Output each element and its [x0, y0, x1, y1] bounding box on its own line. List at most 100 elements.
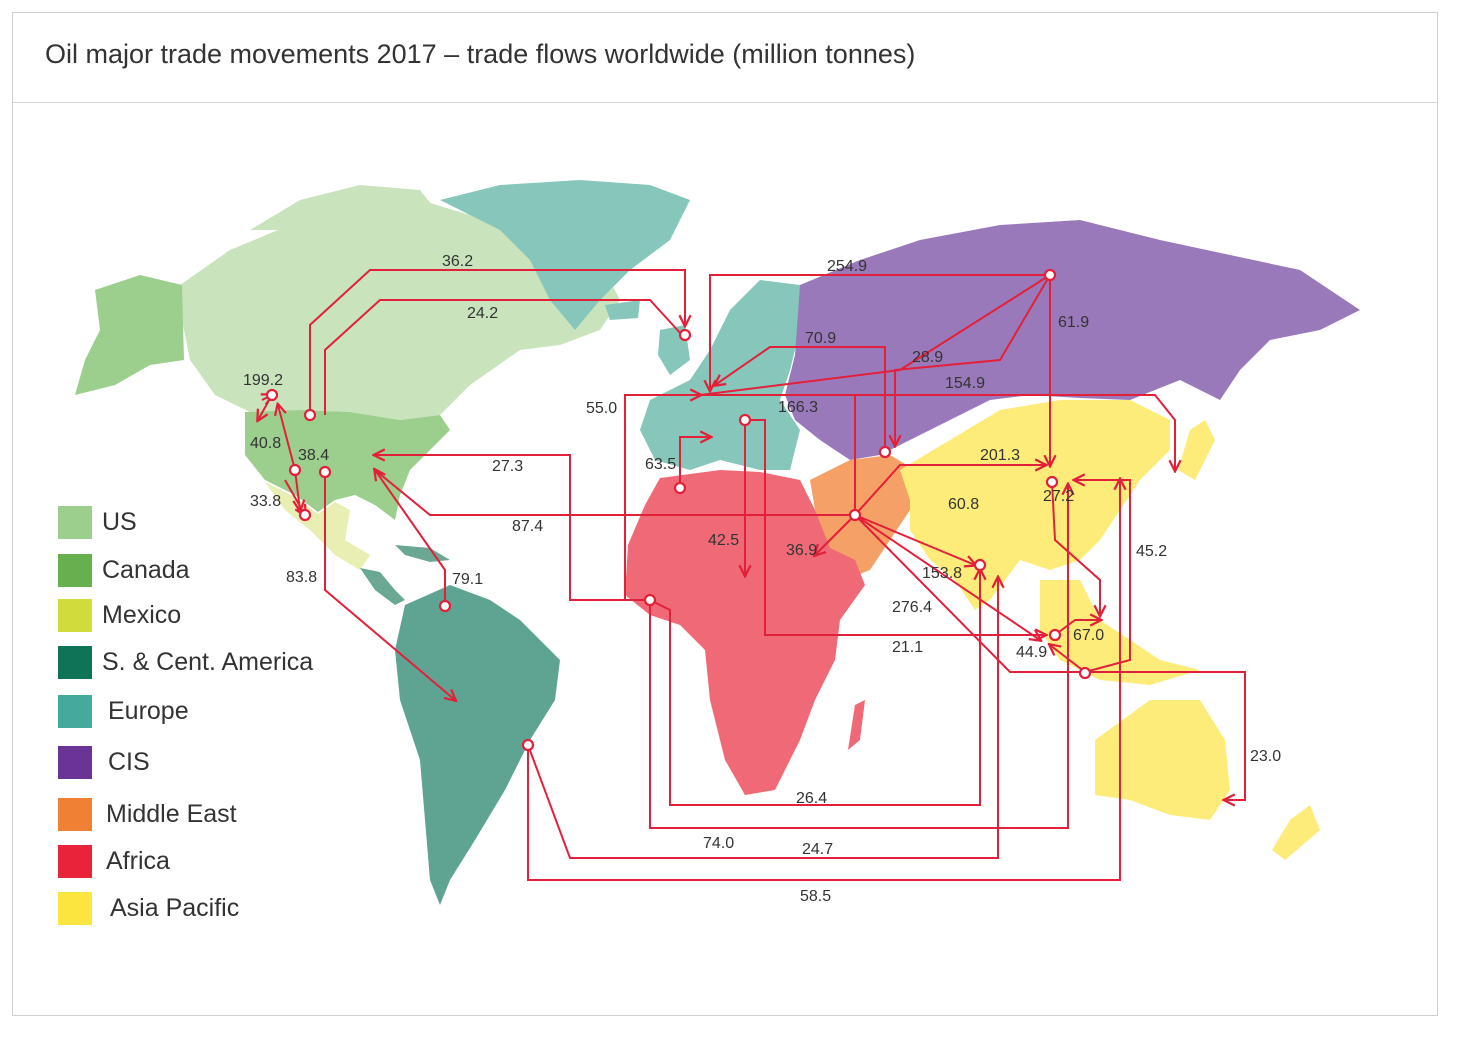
flow-node	[1078, 666, 1092, 680]
flow-label: 79.1	[452, 571, 483, 588]
flow-route	[854, 514, 1040, 640]
flow-route	[815, 514, 856, 555]
flow-label: 40.8	[250, 435, 281, 452]
region-arctic-islands	[250, 185, 440, 230]
flow-node	[643, 593, 657, 607]
flow-route	[854, 465, 1045, 516]
flow-route	[1085, 671, 1246, 800]
legend-swatch	[58, 797, 92, 831]
flow-route	[854, 394, 1175, 515]
region-iceland	[605, 300, 640, 320]
flow-node	[738, 413, 752, 427]
title-bar: Oil major trade movements 2017 – trade f…	[13, 13, 1437, 103]
legend-item-mexico: Mexico	[58, 597, 181, 633]
flow-route	[278, 405, 296, 471]
flow-node	[521, 738, 535, 752]
legend-swatch	[58, 891, 92, 925]
flow-route	[374, 469, 855, 516]
flow-label: 70.9	[805, 330, 836, 347]
chart-frame: Oil major trade movements 2017 – trade f…	[12, 12, 1438, 1016]
flow-label: 23.0	[1250, 748, 1281, 765]
flow-label: 21.1	[892, 639, 923, 656]
flow-label: 276.4	[892, 599, 932, 616]
page-title: Oil major trade movements 2017 – trade f…	[45, 39, 916, 69]
flow-route	[649, 485, 1068, 829]
flow-node	[678, 328, 692, 342]
flow-route	[284, 479, 305, 515]
flow-label: 45.2	[1136, 543, 1167, 560]
flow-label: 27.3	[492, 458, 523, 475]
flow-label: 58.5	[800, 888, 831, 905]
flow-label: 44.9	[1016, 644, 1047, 661]
flow-node	[673, 481, 687, 495]
flow-route	[715, 346, 886, 450]
flow-route	[745, 419, 1045, 635]
flow-route	[854, 514, 1085, 673]
flow-label: 83.8	[286, 569, 317, 586]
legend-swatch	[58, 745, 92, 779]
flow-label: 154.9	[945, 375, 985, 392]
legend-item-us: US	[58, 504, 137, 540]
legend-label: Middle East	[106, 799, 237, 828]
legend-label: Canada	[102, 555, 190, 584]
flow-label: 26.4	[796, 790, 827, 807]
legend-item-asia-pacific: Asia Pacific	[58, 890, 239, 926]
flow-node	[973, 558, 987, 572]
flow-node	[438, 599, 452, 613]
flow-label: 61.9	[1058, 314, 1089, 331]
flow-label: 42.5	[708, 532, 739, 549]
region-south-america	[395, 585, 560, 905]
flow-route	[375, 455, 650, 601]
legend-label: US	[102, 507, 137, 536]
flow-label: 67.0	[1073, 627, 1104, 644]
legend-label: CIS	[108, 747, 150, 776]
flow-route	[854, 514, 975, 565]
legend-item-europe: Europe	[58, 693, 189, 729]
legend-swatch	[58, 553, 92, 587]
flow-label: 74.0	[703, 835, 734, 852]
flow-route	[895, 274, 1051, 445]
flow-label: 38.4	[298, 447, 329, 464]
legend-item-cis: CIS	[58, 744, 150, 780]
legend-swatch	[58, 645, 92, 679]
flow-route	[527, 578, 998, 859]
flow-label: 33.8	[250, 493, 281, 510]
flow-label: 153.8	[922, 565, 962, 582]
legend-label: Europe	[108, 696, 189, 725]
flow-route	[324, 299, 683, 415]
region-europe	[640, 280, 800, 470]
region-us	[245, 410, 450, 520]
flow-route	[679, 437, 710, 488]
flow-label: 36.9	[786, 542, 817, 559]
region-africa	[625, 470, 865, 795]
region-greenland	[440, 180, 690, 330]
flow-node	[848, 508, 862, 522]
flow-node	[303, 408, 317, 422]
flow-label: 166.3	[778, 399, 818, 416]
flow-node	[318, 465, 332, 479]
flow-node	[298, 508, 312, 522]
region-cis	[785, 220, 1360, 460]
legend-item-africa: Africa	[58, 843, 170, 879]
flow-route	[1051, 481, 1100, 615]
flow-label: 27.2	[1043, 488, 1074, 505]
legend-label: Africa	[106, 846, 170, 875]
legend-label: Mexico	[102, 600, 182, 629]
flow-node	[1045, 475, 1059, 489]
flow-route	[527, 480, 1120, 881]
flow-route	[1054, 620, 1100, 636]
region-caribbean	[395, 545, 450, 562]
region-canada	[180, 200, 620, 420]
flow-node	[1043, 268, 1057, 282]
flow-label: 63.5	[645, 456, 676, 473]
flow-node	[265, 388, 279, 402]
flow-route	[710, 274, 1050, 390]
legend-item-s-cent-america: S. & Cent. America	[58, 644, 313, 680]
legend-label: S. & Cent. America	[102, 647, 314, 676]
flow-label: 55.0	[586, 400, 617, 417]
region-central-america	[360, 568, 405, 605]
flow-label: 87.4	[512, 518, 543, 535]
flow-node	[878, 445, 892, 459]
flow-label: 24.2	[467, 305, 498, 322]
